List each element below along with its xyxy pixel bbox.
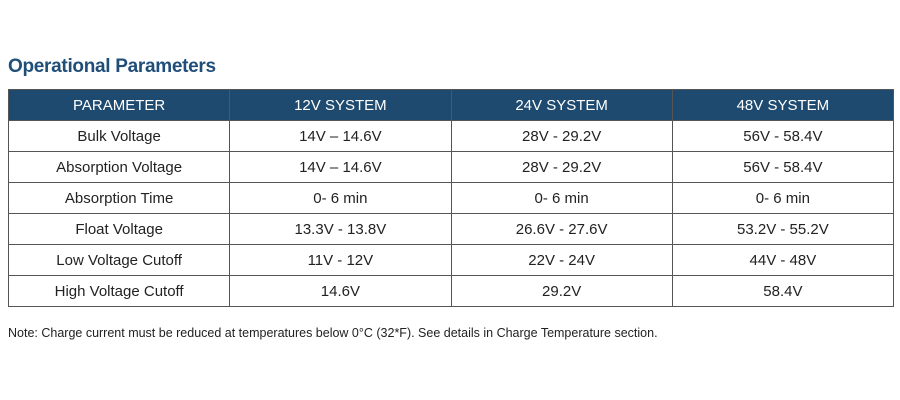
header-row: PARAMETER 12V SYSTEM 24V SYSTEM 48V SYSTEM	[7, 89, 895, 121]
table-cell: High Voltage Cutoff	[7, 275, 231, 307]
table-cell: 0- 6 min	[450, 182, 673, 214]
table-body: Bulk Voltage 14V – 14.6V 28V - 29.2V 56V - …	[7, 120, 895, 307]
table-row: Absorption Voltage 14V – 14.6V 28V - 29.2V…	[7, 151, 895, 183]
header-cell: 48V SYSTEM	[671, 89, 895, 121]
table-cell: 28V - 29.2V	[450, 120, 673, 152]
section-title: Operational Parameters	[8, 56, 216, 77]
table-cell: 0- 6 min	[229, 182, 452, 214]
table-cell: 22V - 24V	[450, 244, 673, 276]
table-row: Absorption Time 0- 6 min 0- 6 min 0- 6 min	[7, 182, 895, 214]
table-cell: 14.6V	[229, 275, 452, 307]
table-cell: Bulk Voltage	[7, 120, 231, 152]
table-cell: 14V – 14.6V	[229, 151, 452, 183]
header-cell: PARAMETER	[7, 89, 231, 121]
table-cell: Absorption Voltage	[7, 151, 231, 183]
table-cell: 56V - 58.4V	[671, 120, 895, 152]
table-cell: 14V – 14.6V	[229, 120, 452, 152]
table-cell: 13.3V - 13.8V	[229, 213, 452, 245]
header-cell: 24V SYSTEM	[450, 89, 673, 121]
table-cell: 26.6V - 27.6V	[450, 213, 673, 245]
parameters-table: PARAMETER 12V SYSTEM 24V SYSTEM 48V SYSTEM …	[7, 89, 895, 307]
table-cell: 28V - 29.2V	[450, 151, 673, 183]
table-cell: 29.2V	[450, 275, 673, 307]
table-cell: 53.2V - 55.2V	[671, 213, 895, 245]
table-row: Bulk Voltage 14V – 14.6V 28V - 29.2V 56V - …	[7, 120, 895, 152]
table-cell: 44V - 48V	[671, 244, 895, 276]
table-row: Low Voltage Cutoff 11V - 12V 22V - 24V 44V …	[7, 244, 895, 276]
table-cell: Float Voltage	[7, 213, 231, 245]
table-row: Float Voltage 13.3V - 13.8V 26.6V - 27.6V 5…	[7, 213, 895, 245]
table-cell: 56V - 58.4V	[671, 151, 895, 183]
footnote: Note: Charge current must be reduced at …	[8, 326, 658, 340]
table-cell: 11V - 12V	[229, 244, 452, 276]
table-cell: Absorption Time	[7, 182, 231, 214]
table-cell: 58.4V	[671, 275, 895, 307]
table-row: High Voltage Cutoff 14.6V 29.2V 58.4V	[7, 275, 895, 307]
table-cell: Low Voltage Cutoff	[7, 244, 231, 276]
table-cell: 0- 6 min	[671, 182, 895, 214]
header-cell: 12V SYSTEM	[229, 89, 452, 121]
